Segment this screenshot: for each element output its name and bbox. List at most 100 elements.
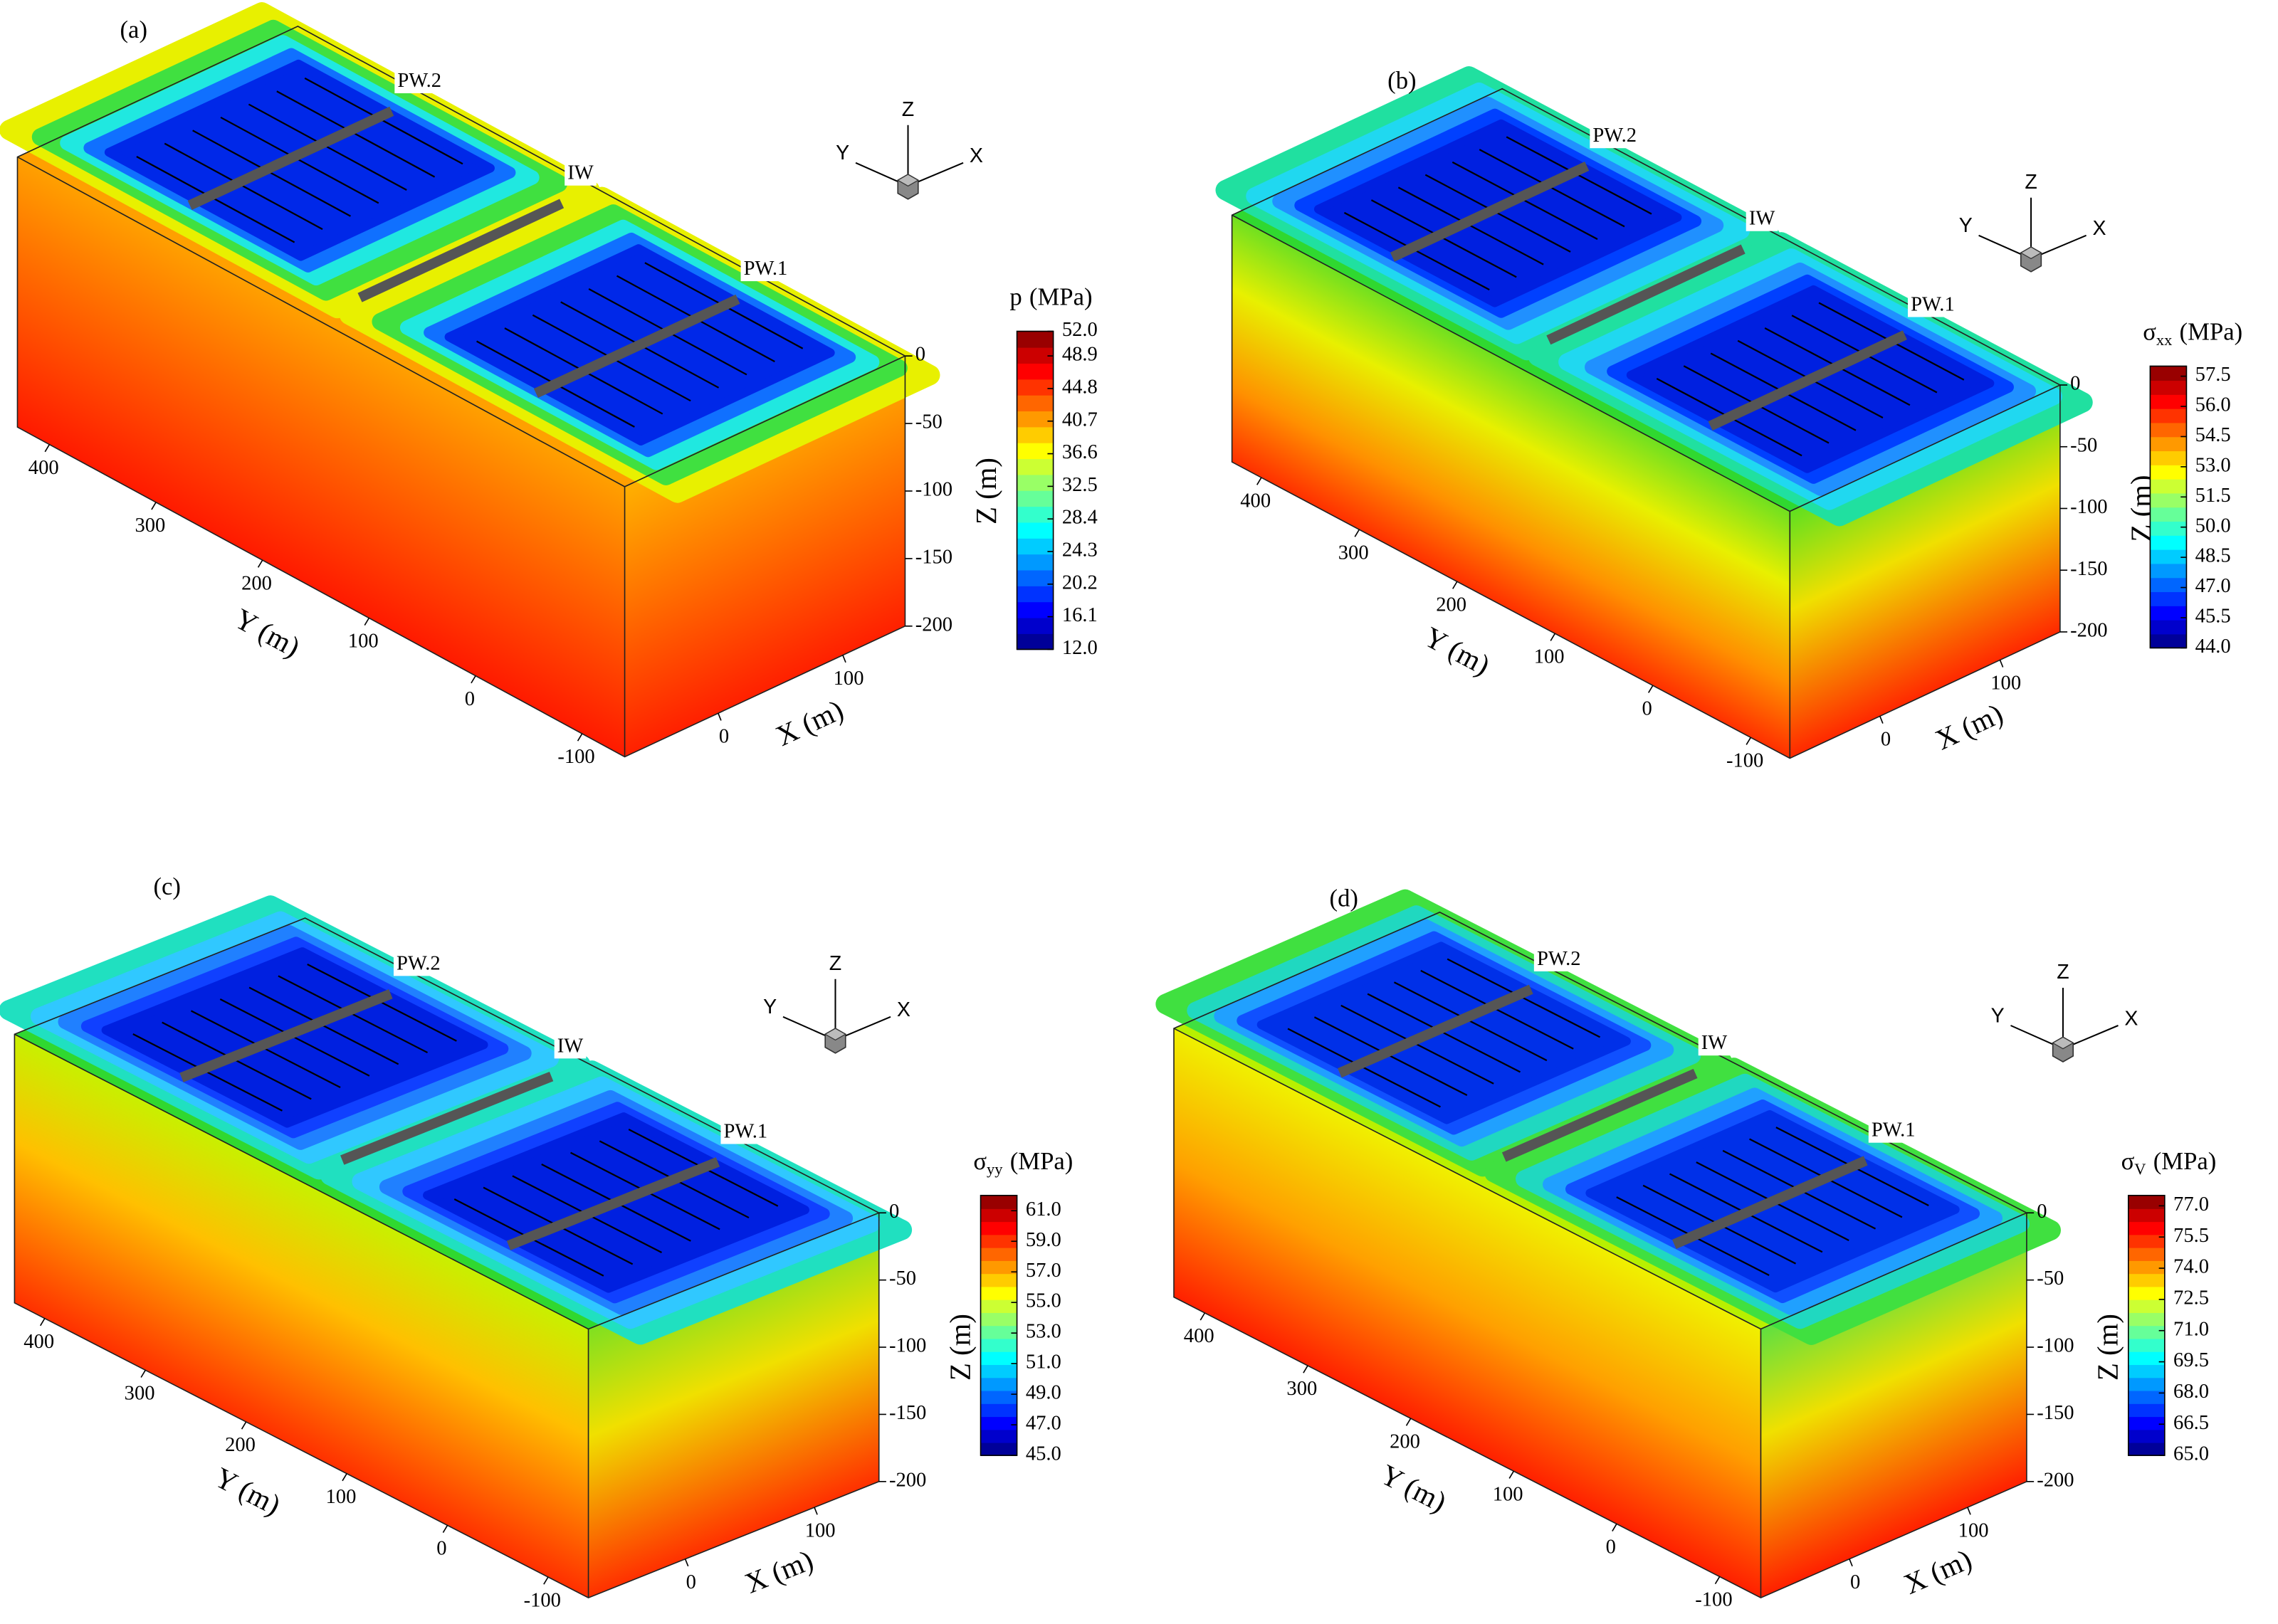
y-tick-label: 300 [1286,1378,1317,1400]
colorbar-band [980,1299,1017,1313]
colorbar-band [2128,1364,2165,1378]
colorbar-band [1017,522,1054,539]
colorbar-band [980,1351,1017,1366]
colorbar-band [2150,507,2187,522]
colorbar-band [1017,363,1054,380]
triad-label: Y [1991,1004,2005,1027]
colorbar-band [1017,442,1054,460]
x-tick [684,1559,689,1567]
colorbar-band [980,1442,1017,1456]
fracture [164,142,323,231]
x-tick-label: 0 [1881,729,1891,751]
y-tick [577,733,583,742]
colorbar-band [980,1403,1017,1418]
y-tick [1647,685,1654,693]
fracture [1447,958,1601,1038]
colorbar-band [2150,563,2187,579]
y-tick-label: 0 [1606,1536,1616,1559]
z-tick-label: -100 [889,1335,926,1357]
colorbar-band [2150,492,2187,508]
x-tick-label: 100 [805,1519,836,1541]
colorbar-band [2150,521,2187,536]
front-face [1173,1028,1761,1598]
x-tick [842,655,846,663]
colorbar-tick-label: 72.5 [2173,1287,2209,1309]
colorbar-unit: (MPa) [2153,1147,2217,1175]
z-tick-label: -100 [2070,496,2107,518]
well [533,294,740,399]
colorbar-band [2128,1208,2165,1223]
x-tick [1967,1507,1971,1515]
y-tick [471,675,476,684]
well-label: PW.2 [397,952,441,974]
colorbar-tick-label: 44.0 [2195,636,2231,658]
colorbar-frame [1016,330,1054,650]
colorbar-band [2128,1247,2165,1261]
colorbar-tick-label: 56.0 [2195,394,2231,416]
colorbar-band [1017,490,1054,507]
colorbar-band [2150,606,2187,621]
colorbar-tick-label: 16.1 [1062,604,1098,626]
colorbar-band [980,1390,1017,1404]
z-tick-label: -100 [2037,1335,2074,1357]
colorbar-subscript: xx [2156,331,2172,349]
colorbar-band [2128,1325,2165,1339]
y-tick [543,1576,549,1585]
colorbar-title: p (MPa) [1009,283,1092,311]
y-tick-label: 400 [1240,490,1271,512]
colorbar-band [2150,591,2187,606]
well-label: IW [1701,1032,1728,1054]
box-edge [1173,1028,1761,1330]
y-tick-label: 100 [1534,645,1565,668]
colorbar-tick-label: 57.0 [1026,1260,1061,1282]
colorbar-band [980,1338,1017,1352]
colorbar-band [2128,1442,2165,1456]
triad-cube-top [896,174,920,187]
y-tick [1714,1576,1721,1585]
box-edge [1789,384,2061,512]
colorbar-band [2150,394,2187,409]
z-tick-label: -50 [2037,1267,2064,1290]
triad-label: Y [836,142,849,164]
triad-label: Z [2025,171,2037,194]
z-tick-label: -150 [915,546,952,568]
colorbar-title: σxx (MPa) [2143,318,2242,349]
well [187,106,394,210]
x-tick-label: 0 [1850,1571,1860,1593]
colorbar-tick-label: 12.0 [1062,637,1098,659]
fracture [1367,993,1521,1073]
box-edge [1232,214,1790,512]
colorbar-band [2128,1195,2165,1209]
well [1338,984,1533,1078]
colorbar-band [980,1325,1017,1339]
y-tick [1200,1312,1206,1321]
x-tick-label: 100 [1958,1519,1989,1541]
colorbar-band [2128,1377,2165,1391]
triad-cube-top [2020,246,2042,260]
y-tick-label: 300 [135,515,165,537]
x-tick-label: 0 [686,1571,696,1593]
well [1671,1156,1868,1250]
colorbar-band [2128,1390,2165,1404]
y-tick-label: 300 [125,1383,155,1405]
colorbar-band [2128,1286,2165,1300]
fracture [1393,981,1548,1062]
colorbar-band [2128,1260,2165,1275]
colorbar-band [1017,586,1054,603]
well-label: IW [1749,208,1775,230]
colorbar-tick-label: 57.5 [2195,364,2231,386]
y-tick [1550,633,1556,641]
colorbar-tick-label: 45.5 [2195,606,2231,628]
well [1390,161,1590,262]
triad-label: Y [763,996,777,1018]
z-tick-label: -50 [2070,434,2097,456]
colorbar-frame [2127,1194,2166,1456]
well-label-bg [1590,123,1640,149]
z-tick-label: 0 [2070,373,2080,395]
colorbar-band [980,1273,1017,1287]
colorbar-band [980,1286,1017,1300]
well [179,988,393,1082]
y-tick-label: 0 [1642,697,1652,719]
front-face [1232,215,1790,759]
